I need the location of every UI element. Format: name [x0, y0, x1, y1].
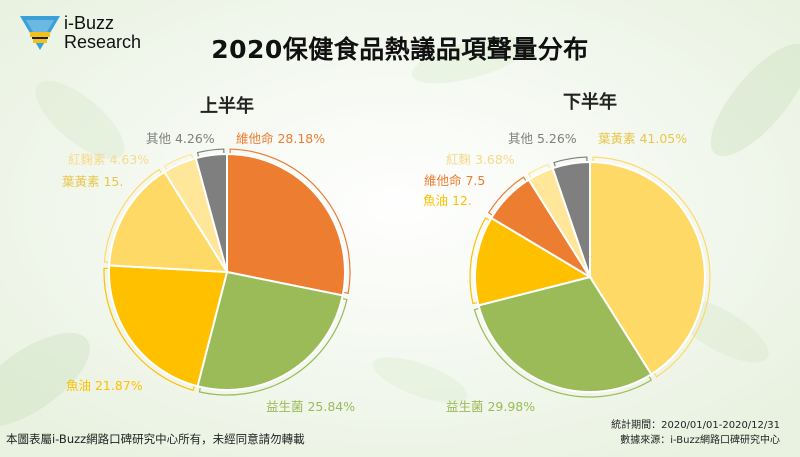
slice-bracket [487, 176, 527, 216]
slice-label: 紅麴素 4.63% [68, 152, 149, 167]
pie-slice [551, 160, 591, 278]
pie-slice [196, 270, 344, 391]
pie-title: 下半年 [563, 91, 617, 113]
pie-slice [474, 216, 593, 307]
slice-label: 益生菌 29.98% [446, 399, 535, 414]
copyright-note: 本圖表屬i-Buzz網路口碑研究中心所有，未經同意請勿轉載 [6, 432, 305, 446]
slice-bracket [469, 217, 490, 305]
slice-bracket [103, 168, 162, 263]
page-title: 2020保健食品熱議品項聲量分布 [211, 35, 589, 64]
brand-logo: i-Buzz Research [18, 14, 158, 58]
slice-label: 葉黃素 15. [62, 174, 123, 189]
slice-label: 紅麴 3.68% [446, 152, 515, 167]
pie-slice [477, 275, 653, 393]
period-note: 統計期間：2020/01/01-2020/12/31 [611, 420, 780, 431]
slice-bracket [592, 156, 711, 378]
slice-label: 其他 5.26% [508, 131, 577, 146]
source-notes: 統計期間：2020/01/01-2020/12/31 數據來源：i-Buzz網路… [611, 418, 780, 448]
pie-title: 上半年 [200, 95, 254, 117]
brand-line-2: Research [64, 32, 142, 52]
pie-slice [226, 152, 346, 297]
bee-hive-icon [20, 16, 60, 50]
slice-label: 益生菌 25.84% [266, 399, 355, 414]
slice-bracket [527, 163, 551, 178]
slice-bracket [103, 267, 195, 391]
brand-line-1: i-Buzz [64, 13, 115, 33]
slice-label: 魚油 21.87% [66, 378, 143, 393]
slice-bracket [553, 156, 588, 167]
slice-label: 其他 4.26% [146, 131, 215, 146]
pie-slice [108, 170, 229, 274]
slice-label: 魚油 12. [423, 193, 472, 208]
pie-slice [194, 152, 228, 273]
pie-slice [108, 264, 229, 388]
slice-bracket [196, 148, 225, 157]
slice-bracket [163, 153, 194, 170]
slice-label: 維他命 28.18% [236, 131, 325, 146]
slice-bracket [198, 298, 348, 396]
brand-name: i-Buzz Research [64, 14, 141, 52]
slice-label: 葉黃素 41.05% [598, 131, 687, 146]
slice-label: 維他命 7.5 [424, 173, 485, 188]
source-note: 數據來源：i-Buzz網路口碑研究中心 [620, 435, 780, 446]
slice-bracket [473, 307, 653, 398]
slice-bracket [229, 148, 351, 294]
